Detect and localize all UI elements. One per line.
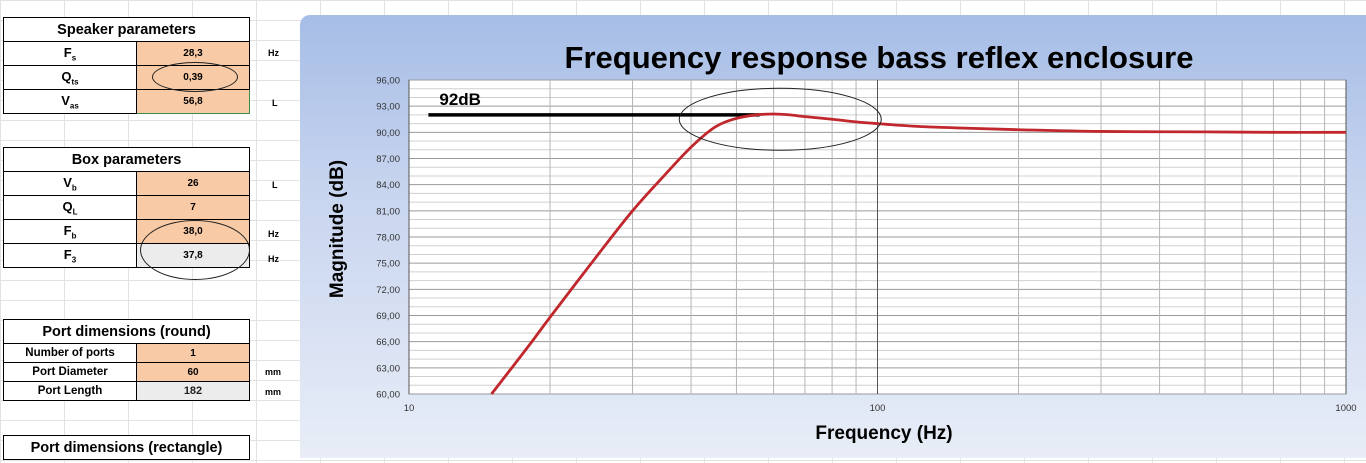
y-tick-label: 78,00 [376,233,400,244]
y-tick-label: 60,00 [376,390,400,401]
port-rect-title: Port dimensions (rectangle) [3,435,250,460]
number-of-ports-cell[interactable]: 1 [136,343,250,363]
y-tick-label: 69,00 [376,311,400,322]
response-curve [490,112,1347,395]
port-length-label: Port Length [3,381,137,401]
speaker-parameters-table: Speaker parameters Fs 28,3 Qts 0,39 Vas … [3,17,250,114]
table-row: Number of ports 1 [3,343,250,363]
table-row: Port Length 182 [3,381,250,401]
vas-value-cell[interactable]: 56,8 [136,89,250,114]
table-row: Port Diameter 60 [3,362,250,382]
param-label-fs: Fs [3,41,137,66]
param-label-fb: Fb [3,219,137,244]
x-tick-label: 1000 [1335,403,1356,414]
annotation-92db: 92dB [439,90,481,109]
y-axis-label: Magnitude (dB) [327,160,348,298]
port-length-cell: 182 [136,381,250,401]
vb-unit: L [272,180,278,190]
y-tick-label: 84,00 [376,180,400,191]
table-row: Fb 38,0 [3,219,250,244]
plot-area: 60,00 63,00 66,00 69,00 72,00 75,00 78,00 81,00… [376,76,1356,415]
table-row: Qts 0,39 [3,65,250,90]
x-axis-label: Frequency (Hz) [815,423,952,444]
fs-value-cell[interactable]: 28,3 [136,41,250,66]
ql-value-cell[interactable]: 7 [136,195,250,220]
box-parameters-table: Box parameters Vb 26 QL 7 Fb 38,0 F3 37,… [3,147,250,268]
table-row: Vas 56,8 [3,89,250,114]
table-row: Fs 28,3 [3,41,250,66]
y-tick-label: 93,00 [376,102,400,113]
chart-panel: Frequency response bass reflex enclosure… [300,15,1366,458]
chart-title: Frequency response bass reflex enclosure [565,40,1194,75]
table-row: QL 7 [3,195,250,220]
port-rect-table: Port dimensions (rectangle) [3,435,250,460]
vb-value-cell[interactable]: 26 [136,171,250,196]
y-tick-label: 75,00 [376,259,400,270]
port-round-table: Port dimensions (round) Number of ports … [3,319,250,401]
y-tick-label: 81,00 [376,206,400,217]
peak-highlight-ellipse [678,87,882,151]
fb-unit: Hz [268,229,279,239]
fs-unit: Hz [268,48,279,58]
port-diameter-label: Port Diameter [3,362,137,382]
param-label-qts: Qts [3,65,137,90]
port-round-title: Port dimensions (round) [3,319,250,344]
y-tick-label: 90,00 [376,128,400,139]
param-label-f3: F3 [3,243,137,268]
table-row: F3 37,8 [3,243,250,268]
box-parameters-title: Box parameters [3,147,250,172]
param-label-ql: QL [3,195,137,220]
speaker-parameters-title: Speaker parameters [3,17,250,42]
vas-unit: L [272,98,278,108]
y-tick-label: 96,00 [376,76,400,87]
y-tick-label: 87,00 [376,154,400,165]
port-diameter-unit: mm [265,367,282,377]
param-label-vas: Vas [3,89,137,114]
port-length-unit: mm [265,387,282,397]
y-tick-label: 72,00 [376,285,400,296]
number-of-ports-label: Number of ports [3,343,137,363]
x-tick-label: 10 [404,403,415,414]
y-tick-label: 66,00 [376,337,400,348]
f3-value-cell: 37,8 [136,243,250,268]
y-tick-label: 63,00 [376,363,400,374]
qts-value-cell[interactable]: 0,39 [136,65,250,90]
x-tick-label: 100 [870,403,886,414]
f3-unit: Hz [268,254,279,264]
fb-value-cell[interactable]: 38,0 [136,219,250,244]
port-diameter-cell[interactable]: 60 [136,362,250,382]
table-row: Vb 26 [3,171,250,196]
param-label-vb: Vb [3,171,137,196]
frequency-response-chart: Frequency response bass reflex enclosure… [327,40,1357,444]
